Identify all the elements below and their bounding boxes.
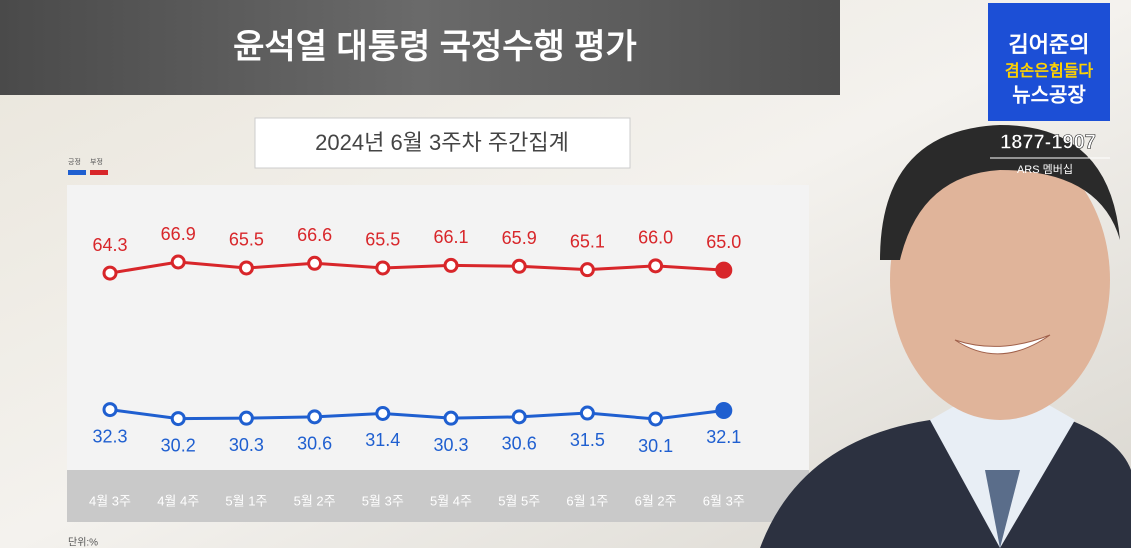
x-tick-label: 4월 4주 <box>157 493 199 508</box>
logo-box <box>988 3 1110 121</box>
data-point <box>170 254 186 270</box>
data-point <box>715 401 733 419</box>
title-bar <box>0 0 840 95</box>
data-point <box>511 258 527 274</box>
legend-swatch <box>68 170 86 175</box>
x-tick-label: 5월 2주 <box>294 493 336 508</box>
x-tick-label: 5월 4주 <box>430 493 472 508</box>
data-point <box>511 409 527 425</box>
x-axis-strip <box>67 470 809 522</box>
person-photo <box>760 125 1131 548</box>
show-sub2: 뉴스공장 <box>1012 83 1086 106</box>
series-line <box>109 408 724 421</box>
x-tick-label: 6월 1주 <box>566 493 608 508</box>
x-tick-label: 6월 2주 <box>635 493 677 508</box>
x-tick-label: 5월 1주 <box>225 493 267 508</box>
x-tick-label: 5월 5주 <box>498 493 540 508</box>
data-label: 30.6 <box>502 434 537 454</box>
series-line <box>109 260 724 275</box>
legend-swatch <box>90 170 108 175</box>
title: 윤석열 대통령 국정수행 평가 <box>233 28 637 66</box>
data-label: 66.6 <box>297 225 332 245</box>
data-label: 30.3 <box>229 435 264 455</box>
data-point <box>579 405 595 421</box>
data-point <box>579 262 595 278</box>
data-label: 30.1 <box>638 436 673 456</box>
data-label: 65.9 <box>502 228 537 248</box>
show-name: 김어준의 <box>1009 32 1090 57</box>
data-point <box>443 257 459 273</box>
data-point <box>238 410 254 426</box>
data-label: 65.0 <box>706 232 741 252</box>
data-label: 64.3 <box>92 235 127 255</box>
data-point <box>170 411 186 427</box>
plot-area <box>67 185 809 470</box>
data-label: 66.1 <box>433 227 468 247</box>
data-label: 30.6 <box>297 434 332 454</box>
data-label: 31.5 <box>570 430 605 450</box>
data-point <box>102 265 118 281</box>
data-point <box>307 409 323 425</box>
subtitle-box <box>254 117 631 169</box>
data-label: 30.3 <box>433 435 468 455</box>
data-point <box>375 260 391 276</box>
data-point <box>715 261 733 279</box>
data-point <box>443 410 459 426</box>
data-point <box>375 405 391 421</box>
data-point <box>648 411 664 427</box>
data-label: 65.1 <box>570 231 605 251</box>
data-point <box>648 258 664 274</box>
data-point <box>102 402 118 418</box>
x-tick-label: 4월 3주 <box>89 493 131 508</box>
legend-label: 부정 <box>90 157 103 166</box>
data-label: 65.5 <box>229 230 264 250</box>
unit-note: 단위:% <box>68 536 98 548</box>
data-label: 66.9 <box>161 224 196 244</box>
phone-note: ARS 멤버십 <box>1017 163 1073 176</box>
data-label: 31.4 <box>365 430 400 450</box>
data-label: 66.0 <box>638 228 673 248</box>
x-tick-label: 5월 3주 <box>362 493 404 508</box>
data-label: 65.5 <box>365 230 400 250</box>
subtitle: 2024년 6월 3주차 주간집계 <box>315 130 569 155</box>
data-point <box>307 255 323 271</box>
legend-label: 긍정 <box>68 157 81 166</box>
phone: 1877-1907 <box>1000 131 1096 153</box>
data-point <box>238 260 254 276</box>
data-label: 32.1 <box>706 427 741 447</box>
data-label: 32.3 <box>92 426 127 446</box>
x-tick-label: 6월 3주 <box>703 493 745 508</box>
data-label: 30.2 <box>161 435 196 455</box>
show-sub: 겸손은힘들다 <box>1005 61 1094 80</box>
